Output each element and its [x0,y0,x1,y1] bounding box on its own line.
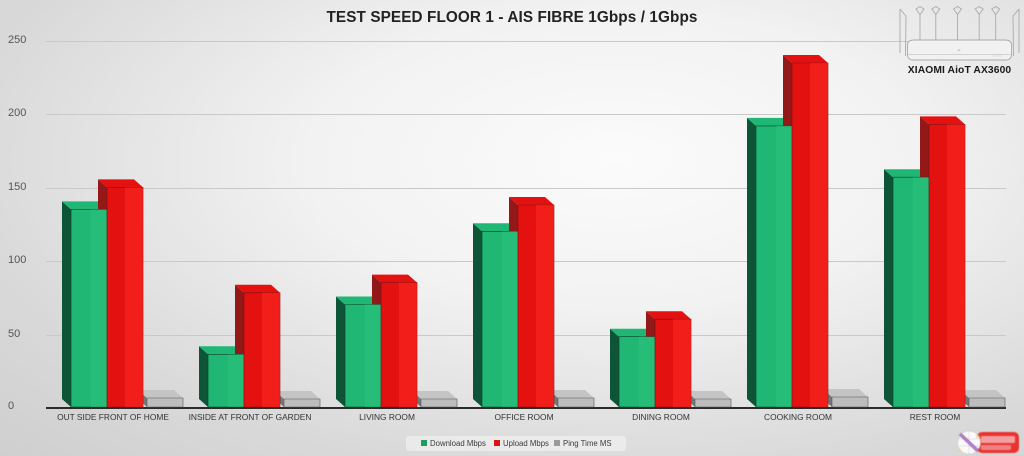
svg-text:✕: ✕ [957,48,961,54]
